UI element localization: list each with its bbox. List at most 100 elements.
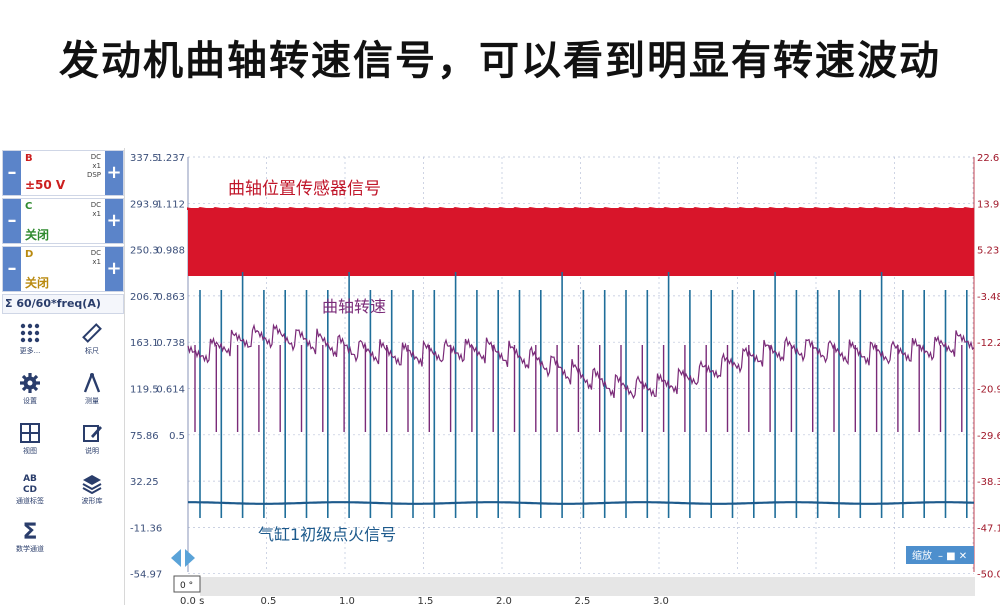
view-grid-icon: [20, 423, 40, 443]
tool-channel-labels-button[interactable]: AB CD 通道标签: [2, 472, 58, 514]
channel-d-minus-button[interactable]: –: [3, 247, 21, 291]
channel-tools-panel: – B DC x1 DSP ±50 V + – C DC x1 关闭 + – D DC…: [0, 148, 125, 605]
right-tick-label: -47.1: [977, 523, 1000, 534]
tool-measure-button[interactable]: 测量: [64, 372, 120, 414]
channel-d-name: D: [25, 249, 34, 260]
channel-d-range[interactable]: 关闭: [25, 276, 50, 290]
tool-more-label: 更多...: [19, 347, 41, 355]
left-outer-tick-label: 250.3: [130, 246, 159, 257]
tool-settings-button[interactable]: 设置: [2, 372, 58, 414]
left-outer-tick-label: 293.9: [130, 199, 159, 210]
trigger-label-box[interactable]: [173, 575, 201, 593]
right-tick-label: 13.96: [977, 199, 1000, 210]
channel-d-coupling: DC x1: [90, 249, 101, 266]
tool-notes-button[interactable]: 说明: [64, 422, 120, 464]
left-outer-tick-label: 337.5: [130, 153, 159, 164]
right-axis: 22.68 13.96 5.233 -3.489 -12.21 -20.93 -29.65 -…: [977, 153, 1000, 581]
stack-icon: [82, 475, 102, 494]
channel-b-minus-button[interactable]: –: [3, 151, 21, 195]
channel-d-plus-button[interactable]: +: [105, 247, 123, 291]
right-tick-label: -12.21: [977, 338, 1000, 349]
channel-c-name: C: [25, 201, 33, 212]
channel-d-card[interactable]: – D DC x1 关闭 +: [2, 246, 124, 292]
right-tick-label: -50.0: [977, 570, 1000, 581]
svg-text:CD: CD: [23, 485, 37, 494]
tool-waveform-library-label: 波形库: [81, 497, 103, 505]
crank-speed-drops: [194, 345, 963, 432]
channel-b-plus-button[interactable]: +: [105, 151, 123, 195]
left-outer-tick-label: -54.97: [130, 570, 162, 581]
tool-settings-label: 设置: [23, 397, 37, 405]
math-channel-item[interactable]: Σ 60/60*freq(A): [2, 294, 124, 314]
trigger-label: 0 °: [180, 581, 193, 591]
sigma-icon: Σ: [22, 520, 37, 542]
zoom-overview-window-icons: – ■ ✕: [938, 551, 967, 562]
gear-icon: [20, 373, 40, 393]
channel-b-name: B: [25, 153, 33, 164]
left-outer-tick-label: 119.5: [130, 385, 159, 396]
scope-plot[interactable]: 337.5 293.9 250.3 206.7 163.1 119.5 75.86 32.25…: [0, 148, 1000, 605]
zoom-overview-control[interactable]: [906, 546, 974, 564]
ignition-label: 气缸1初级点火信号: [258, 525, 396, 544]
trigger-marker-right-icon[interactable]: [185, 549, 195, 567]
tool-ruler-label: 标尺: [85, 347, 99, 355]
channel-c-card[interactable]: – C DC x1 关闭 +: [2, 198, 124, 244]
tool-view-label: 视图: [23, 447, 37, 455]
channel-b-coupling: DC x1 DSP: [86, 153, 101, 179]
plot-grid: [187, 156, 975, 575]
grid-dots-icon: [20, 323, 40, 343]
time-tick-label: 0.5: [261, 596, 277, 605]
right-tick-label: -38.38: [977, 477, 1000, 488]
channel-b-range[interactable]: ±50 V: [25, 178, 66, 192]
right-tick-label: -29.65: [977, 431, 1000, 442]
channel-b-card[interactable]: – B DC x1 DSP ±50 V +: [2, 150, 124, 196]
left-outer-tick-label: 163.1: [130, 338, 159, 349]
trigger-marker-left-icon[interactable]: [171, 549, 181, 567]
note-icon: [83, 425, 102, 442]
time-tick-label: 1.0: [339, 596, 355, 605]
right-tick-label: 22.68: [977, 153, 1000, 164]
crank-speed-label: 曲轴转速: [322, 297, 386, 316]
right-tick-label: -3.489: [977, 292, 1000, 303]
time-tick-label: 0.0 s: [180, 596, 204, 605]
zoom-overview-label: 缩放: [912, 549, 932, 562]
page-title: 发动机曲轴转速信号，可以看到明显有转速波动: [59, 38, 941, 84]
crank-position-signal-band: [188, 208, 974, 276]
math-channel-formula: 60/60*freq(A): [16, 297, 101, 310]
left-inner-tick-label: 0.863: [156, 292, 185, 303]
abcd-icon: AB CD: [23, 474, 37, 494]
channel-c-coupling: DC x1: [90, 201, 101, 218]
ignition-spikes: [199, 272, 968, 518]
left-outer-tick-label: 206.7: [130, 292, 159, 303]
left-axis: 337.5 293.9 250.3 206.7 163.1 119.5 75.86 32.25…: [130, 153, 185, 581]
tool-waveform-library-button[interactable]: 波形库: [64, 472, 120, 514]
tool-more-button[interactable]: 更多...: [2, 322, 58, 364]
tool-view-button[interactable]: 视图: [2, 422, 58, 464]
time-tick-label: 1.5: [418, 596, 434, 605]
channel-c-plus-button[interactable]: +: [105, 199, 123, 243]
svg-text:AB: AB: [23, 474, 37, 484]
left-outer-tick-label: 75.86: [130, 431, 159, 442]
left-outer-tick-label: 32.25: [130, 477, 159, 488]
caliper-icon: [83, 373, 101, 393]
right-tick-label: -20.93: [977, 385, 1000, 396]
left-inner-tick-label: 0.5: [169, 431, 185, 442]
time-tick-label: 3.0: [653, 596, 669, 605]
left-inner-tick-label: 1.237: [156, 153, 185, 164]
channel-c-minus-button[interactable]: –: [3, 199, 21, 243]
left-outer-tick-label: -11.36: [130, 523, 162, 534]
tool-notes-label: 说明: [85, 447, 99, 455]
tool-math-channels-button[interactable]: Σ 数学通道: [2, 520, 58, 562]
svg-text:Σ: Σ: [22, 520, 37, 542]
tool-channel-labels-label: 通道标签: [16, 497, 44, 505]
tool-ruler-button[interactable]: 标尺: [64, 322, 120, 364]
left-inner-tick-label: 0.614: [156, 385, 185, 396]
left-inner-tick-label: 0.988: [156, 246, 185, 257]
overview-bar[interactable]: [200, 577, 975, 596]
time-tick-label: 2.5: [575, 596, 591, 605]
crank-speed-trace: [187, 323, 975, 400]
left-inner-tick-label: 1.112: [156, 199, 185, 210]
tool-measure-label: 测量: [85, 397, 99, 405]
left-inner-tick-label: 0.738: [156, 338, 185, 349]
channel-c-range[interactable]: 关闭: [25, 228, 50, 242]
